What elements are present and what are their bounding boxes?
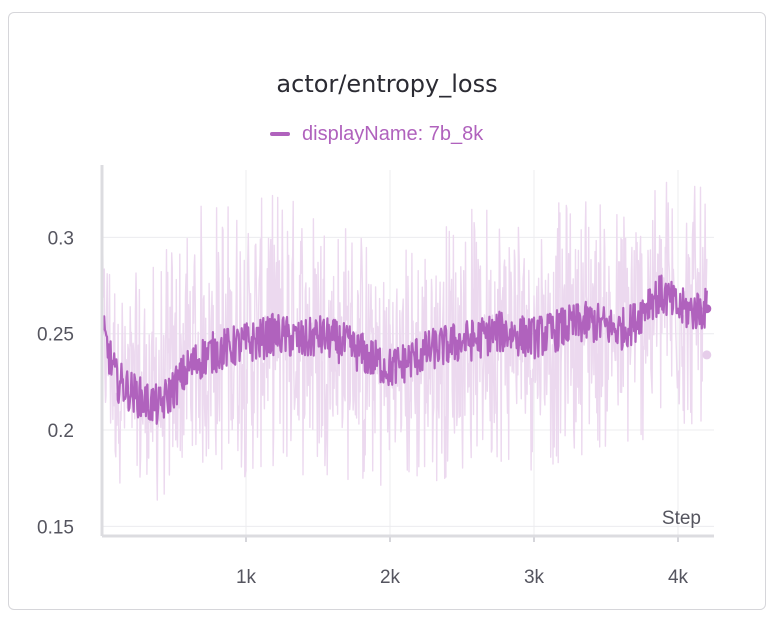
x-tick-label: 1k <box>236 567 257 588</box>
x-tick-label: 2k <box>380 567 401 588</box>
chart-legend[interactable]: displayName: 7b_8k <box>270 121 483 147</box>
x-tick-label: 3k <box>524 567 545 588</box>
legend-label: displayName: 7b_8k <box>302 122 484 145</box>
x-tick-label: 4k <box>668 567 689 588</box>
grid-layer <box>102 170 714 536</box>
chart-title: actor/entropy_loss <box>276 70 498 98</box>
y-tick-label: 0.15 <box>37 517 74 538</box>
x-axis-title: Step <box>662 508 701 529</box>
labels-layer: 0.15 0.2 0.25 0.3 1k 2k 3k 4k Step <box>37 228 701 588</box>
y-tick-label: 0.2 <box>48 421 74 442</box>
y-tick-label: 0.25 <box>37 325 74 346</box>
smoothed-series-line <box>100 274 708 425</box>
axes-layer <box>100 165 714 542</box>
legend-swatch <box>270 132 290 136</box>
smoothed-series-layer <box>100 274 712 425</box>
y-tick-label: 0.3 <box>48 228 74 249</box>
last-raw-value-point <box>702 350 712 360</box>
last-value-point <box>702 304 712 314</box>
